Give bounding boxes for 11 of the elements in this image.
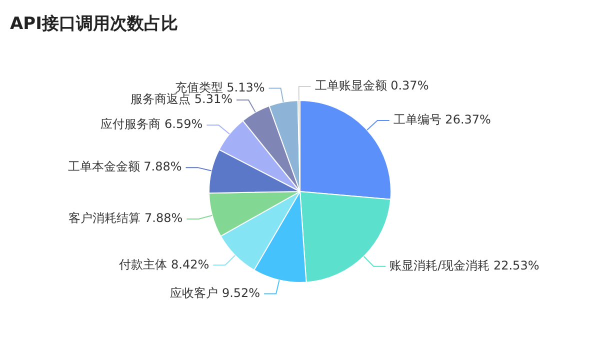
slice-label: 工单编号 26.37% [393, 112, 491, 127]
slice-label: 账显消耗/现金消耗 22.53% [390, 258, 540, 272]
slice-label: 充值类型 5.13% [174, 80, 265, 94]
slice-label: 工单本金金额 7.88% [68, 160, 182, 174]
slice-label: 服务商返点 5.31% [130, 92, 233, 106]
slice-label: 工单账显金额 0.37% [314, 78, 429, 93]
slice-label: 付款主体 8.42% [118, 257, 210, 272]
slice-label: 应付服务商 6.59% [100, 117, 203, 132]
slice-label: 应收客户 9.52% [170, 286, 260, 300]
chart-title: API接口调用次数占比 [10, 13, 178, 35]
slice-label: 客户消耗结算 7.88% [68, 211, 183, 226]
